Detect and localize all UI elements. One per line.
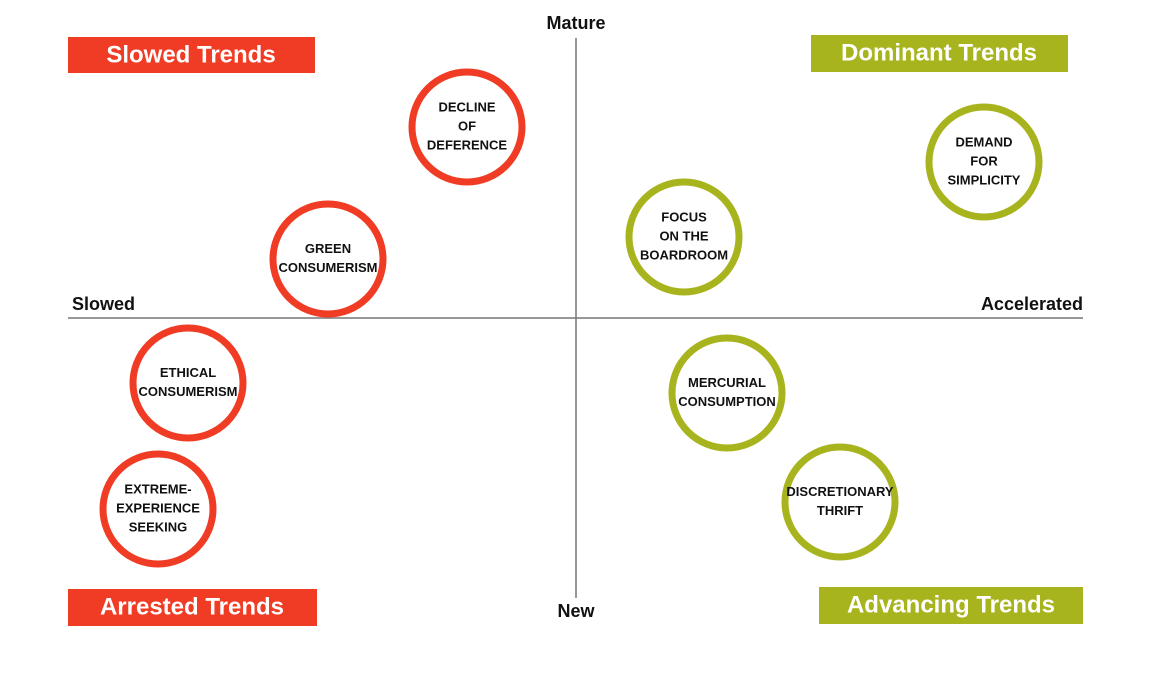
trend-label: FOCUS — [661, 209, 707, 224]
quadrant-label: Dominant Trends — [841, 39, 1037, 66]
trend-label: THRIFT — [817, 503, 863, 518]
trend-label: DISCRETIONARY — [786, 484, 893, 499]
trend-label: CONSUMERISM — [139, 384, 238, 399]
trend-label: SIMPLICITY — [948, 172, 1021, 187]
trend-label: FOR — [970, 153, 998, 168]
quadrant-label: Arrested Trends — [100, 593, 284, 620]
axis-label: Mature — [546, 13, 605, 33]
trend-label: DEMAND — [955, 134, 1012, 149]
trend-label: OF — [458, 118, 476, 133]
trend-label: DEFERENCE — [427, 137, 508, 152]
axis-label: Slowed — [72, 294, 135, 314]
trend-label: CONSUMPTION — [678, 394, 776, 409]
trend-circle — [269, 200, 387, 318]
quadrant-box — [819, 587, 1083, 624]
trend-circle — [668, 334, 786, 452]
trend-label: GREEN — [305, 241, 351, 256]
trend-circle — [129, 324, 247, 442]
trend-label: BOARDROOM — [640, 247, 728, 262]
trend-label: CONSUMERISM — [279, 260, 378, 275]
trend-label: ETHICAL — [160, 365, 216, 380]
trend-label: DECLINE — [438, 99, 495, 114]
trend-circle — [99, 450, 217, 568]
axis-label: Accelerated — [981, 294, 1083, 314]
quadrant-box — [68, 589, 317, 626]
trend-circle — [625, 178, 743, 296]
trend-label: MERCURIAL — [688, 375, 766, 390]
quadrant-label: Advancing Trends — [847, 591, 1055, 618]
quadrant-label: Slowed Trends — [106, 41, 275, 68]
axis-label: New — [557, 601, 595, 621]
trend-circle — [925, 103, 1043, 221]
trend-label: EXTREME- — [124, 481, 191, 496]
trend-label: ON THE — [659, 228, 708, 243]
trend-circle — [781, 443, 899, 561]
trend-label: EXPERIENCE — [116, 500, 200, 515]
trend-circle — [408, 68, 526, 186]
quadrant-box — [811, 35, 1068, 72]
trend-label: SEEKING — [129, 519, 188, 534]
quadrant-box — [68, 37, 315, 73]
